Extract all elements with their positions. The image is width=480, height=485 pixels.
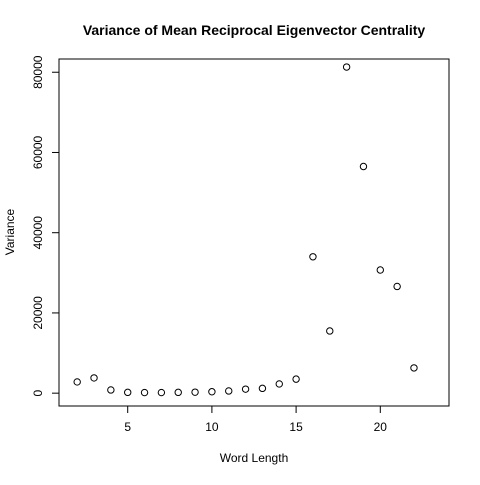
y-tick-label: 20000: [31, 296, 45, 330]
y-tick-label: 60000: [31, 135, 45, 169]
data-point: [359, 162, 368, 171]
data-point: [376, 266, 384, 274]
data-point: [292, 375, 300, 383]
y-tick-label: 0: [31, 390, 45, 397]
data-point: [241, 385, 250, 393]
chart-title: Variance of Mean Reciprocal Eigenvector …: [83, 22, 426, 38]
x-tick-label: 5: [124, 420, 131, 434]
data-point: [124, 388, 132, 397]
data-point: [107, 386, 115, 394]
data-point: [157, 388, 166, 397]
data-point: [275, 380, 283, 388]
x-axis: 5 10 15 20: [124, 405, 388, 434]
data-point: [140, 388, 149, 397]
data-point: [73, 378, 81, 386]
data-point: [393, 282, 401, 291]
data-point: [410, 364, 418, 372]
data-point: [174, 388, 182, 397]
data-point: [208, 388, 216, 396]
data-point: [342, 63, 351, 71]
data-point: [258, 384, 267, 393]
data-points: [73, 63, 418, 397]
x-axis-label: Word Length: [220, 451, 289, 465]
data-point: [225, 387, 233, 395]
x-tick-label: 10: [205, 420, 219, 434]
y-axis: 0 20000 40000 60000 80000: [31, 55, 60, 397]
y-tick-label: 80000: [31, 55, 45, 89]
y-tick-label: 40000: [31, 216, 45, 250]
data-point: [326, 327, 334, 335]
x-tick-label: 20: [374, 420, 388, 434]
data-point: [191, 388, 199, 396]
x-tick-label: 15: [289, 420, 303, 434]
y-axis-label: Variance: [3, 208, 17, 255]
data-point: [90, 374, 98, 382]
data-point: [309, 253, 317, 261]
